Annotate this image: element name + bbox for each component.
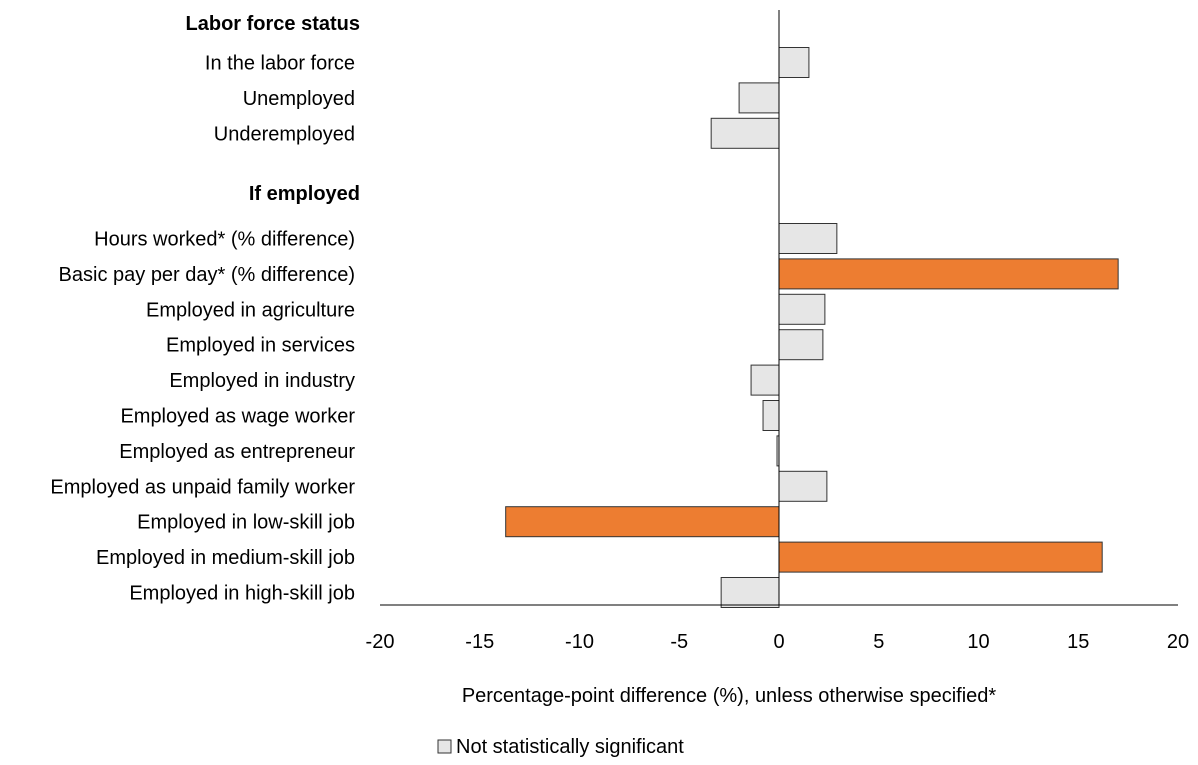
category-labels: In the labor force Unemployed Underemploye… (50, 53, 355, 605)
category-label-employed-in-industry: Employed in industry (169, 370, 355, 392)
category-label-employed-in-low-skill-job: Employed in low-skill job (137, 512, 355, 534)
category-label-employed-in-agriculture: Employed in agriculture (146, 299, 355, 321)
category-label-hours-worked-difference: Hours worked* (% difference) (94, 229, 355, 251)
bar-underemployed (710, 117, 780, 149)
bar-employed-in-agriculture (778, 293, 826, 325)
x-tick-labels: -20 -15 -10 -5 0 5 10 15 20 (366, 631, 1190, 653)
bar-unemployed (738, 82, 780, 114)
bar-employed-in-low-skill-job (505, 506, 780, 538)
bar-employed-in-services (778, 329, 824, 361)
bar-employed-in-industry (750, 364, 780, 396)
bar-employed-as-wage-worker (762, 400, 780, 431)
x-axis-title: Percentage-point difference (%), unless … (462, 685, 997, 707)
category-label-employed-in-high-skill-job: Employed in high-skill job (129, 583, 355, 605)
group-label-if-employed: If employed (249, 183, 360, 205)
x-tick-label: -15 (465, 631, 494, 653)
category-label-unemployed: Unemployed (243, 88, 355, 110)
bar-employed-in-medium-skill-job (778, 541, 1103, 573)
category-label-employed-in-services: Employed in services (166, 335, 355, 357)
bar-hours-worked-difference (778, 223, 838, 254)
category-label-in-the-labor-force: In the labor force (205, 53, 355, 75)
x-tick-label: 5 (873, 631, 884, 653)
x-tick-label: -5 (670, 631, 688, 653)
legend-swatch-not-significant (437, 739, 452, 754)
category-label-employed-as-wage-worker: Employed as wage worker (120, 406, 355, 428)
x-tick-label: 10 (967, 631, 989, 653)
group-labels: Labor force status If employed (186, 13, 360, 205)
x-tick-label: 20 (1167, 631, 1189, 653)
group-label-labor-force-status: Labor force status (186, 13, 360, 35)
x-tick-label: 0 (773, 631, 784, 653)
x-tick-label: -10 (565, 631, 594, 653)
category-label-employed-in-medium-skill-job: Employed in medium-skill job (96, 547, 355, 569)
category-label-basic-pay-per-day-difference: Basic pay per day* (% difference) (59, 264, 355, 286)
bar-employed-in-high-skill-job (720, 577, 780, 608)
bar-in-the-labor-force (778, 47, 810, 78)
category-label-underemployed: Underemployed (214, 123, 355, 145)
category-label-employed-as-unpaid-family-worker: Employed as unpaid family worker (50, 476, 355, 498)
bar-employed-as-unpaid-family-worker (778, 470, 828, 502)
legend: Not statistically significant (437, 736, 684, 758)
bar-basic-pay-per-day-difference (778, 258, 1119, 290)
x-tick-label: -20 (366, 631, 395, 653)
legend-label-not-significant: Not statistically significant (456, 736, 684, 758)
x-tick-label: 15 (1067, 631, 1089, 653)
category-label-employed-as-entrepreneur: Employed as entrepreneur (119, 441, 355, 463)
bars (505, 47, 1119, 608)
